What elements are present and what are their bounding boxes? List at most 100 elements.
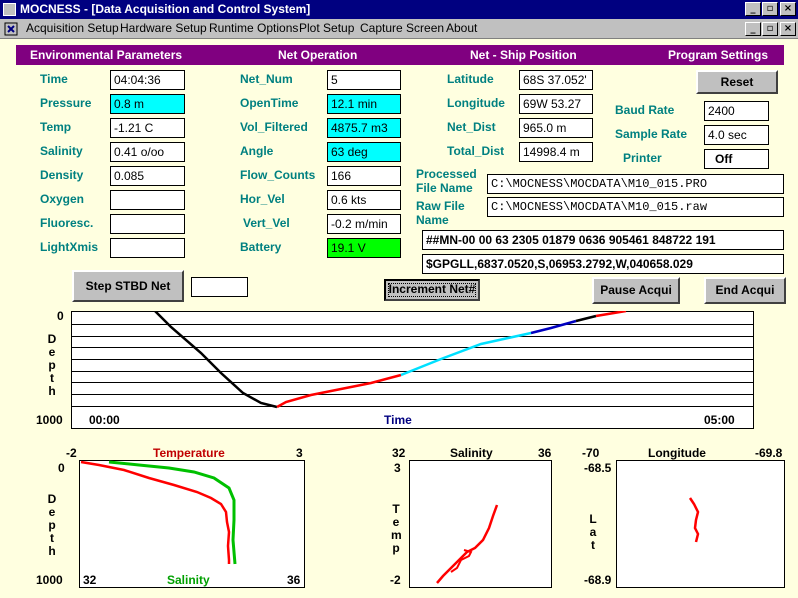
pause-acqui-button[interactable]: Pause Acqui xyxy=(592,277,680,304)
title-bar: MOCNESS - [Data Acquisition and Control … xyxy=(0,0,798,19)
depth-trace-net-black xyxy=(575,314,597,323)
sal-axis-label: Salinity xyxy=(167,573,210,587)
depth-time-gridlines xyxy=(71,324,754,407)
temp-plot-y-bottom: 1000 xyxy=(36,573,63,587)
vert-vel-field[interactable]: -0.2 m/min xyxy=(327,214,401,234)
child-minimize-icon[interactable]: _ xyxy=(745,22,761,36)
raw-data-line-gps: $GPGLL,6837.0520,S,06953.2792,W,040658.0… xyxy=(422,254,784,274)
vert-vel-label: Vert_Vel xyxy=(243,216,290,230)
raw-file-label-1: Raw File xyxy=(416,199,465,213)
salinity-field[interactable]: 0.41 o/oo xyxy=(110,142,185,162)
fluoresc-field[interactable] xyxy=(110,214,185,234)
pressure-field[interactable]: 0.8 m xyxy=(110,94,185,114)
depth-time-x-start: 00:00 xyxy=(89,413,120,427)
section-net-ship-position: Net - Ship Position xyxy=(470,48,577,62)
step-net-field[interactable] xyxy=(191,277,248,297)
menu-runtime-options[interactable]: Runtime Options xyxy=(209,21,299,35)
hor-vel-label: Hor_Vel xyxy=(240,192,285,206)
position-plot xyxy=(616,460,785,588)
menu-hardware-setup[interactable]: Hardware Setup xyxy=(120,21,207,35)
sal-axis-max: 36 xyxy=(287,573,301,587)
pos-plot-x-label: Longitude xyxy=(648,446,706,460)
ts-plot-y-bottom: -2 xyxy=(390,573,401,587)
child-close-icon[interactable]: × xyxy=(780,22,796,36)
sample-rate-label: Sample Rate xyxy=(615,127,688,141)
ts-plot-x-max: 36 xyxy=(538,446,552,460)
printer-field[interactable]: Off xyxy=(704,149,769,169)
temp-plot-x-label: Temperature xyxy=(153,446,225,460)
depth-trace-descent xyxy=(154,311,278,409)
time-field[interactable]: 04:04:36 xyxy=(110,70,185,90)
ts-trace xyxy=(436,504,499,584)
angle-label: Angle xyxy=(240,144,274,158)
ts-plot xyxy=(409,460,552,588)
pos-plot-y-top: -68.5 xyxy=(584,461,612,475)
net-num-field[interactable]: 5 xyxy=(327,70,401,90)
density-label: Density xyxy=(40,168,84,182)
pos-plot-x-max: -69.8 xyxy=(755,446,783,460)
longitude-label: Longitude xyxy=(447,96,505,110)
menu-capture-screen[interactable]: Capture Screen xyxy=(360,21,445,35)
app-icon xyxy=(3,3,16,16)
ts-plot-x-min: 32 xyxy=(392,446,406,460)
vol-filtered-label: Vol_Filtered xyxy=(240,120,308,134)
density-field[interactable]: 0.085 xyxy=(110,166,185,186)
sample-rate-field[interactable]: 4.0 sec xyxy=(704,125,769,145)
depth-time-x-end: 05:00 xyxy=(704,413,735,427)
temp-label: Temp xyxy=(40,120,72,134)
latitude-field[interactable]: 68S 37.052' xyxy=(519,70,593,90)
menu-about[interactable]: About xyxy=(446,21,478,35)
flow-counts-field[interactable]: 166 xyxy=(327,166,401,186)
net-dist-field[interactable]: 965.0 m xyxy=(519,118,593,138)
oxygen-label: Oxygen xyxy=(40,192,85,206)
minimize-icon[interactable]: _ xyxy=(745,2,761,16)
depth-trace-net-red xyxy=(276,373,402,409)
temp-field[interactable]: -1.21 C xyxy=(110,118,185,138)
vol-filtered-field[interactable]: 4875.7 m3 xyxy=(327,118,401,138)
lightxmis-field[interactable] xyxy=(110,238,185,258)
menu-acquisition-setup[interactable]: Acquisition Setup xyxy=(26,21,119,35)
angle-field[interactable]: 63 deg xyxy=(327,142,401,162)
opentime-field[interactable]: 12.1 min xyxy=(327,94,401,114)
depth-trace-net-blue xyxy=(530,319,577,335)
increment-net-button[interactable]: Increment Net# xyxy=(384,279,480,301)
processed-file-field[interactable]: C:\MOCNESS\MOCDATA\M10_015.PRO xyxy=(487,174,784,194)
latitude-label: Latitude xyxy=(447,72,494,86)
reset-button[interactable]: Reset xyxy=(696,70,778,94)
battery-label: Battery xyxy=(240,240,282,254)
ts-plot-y-top: 3 xyxy=(394,461,401,475)
menu-plot-setup[interactable]: Plot Setup xyxy=(299,21,355,35)
pos-plot-y-label: Lat xyxy=(589,512,597,552)
raw-file-field[interactable]: C:\MOCNESS\MOCDATA\M10_015.raw xyxy=(487,197,784,217)
step-stbd-net-button[interactable]: Step STBD Net xyxy=(72,270,184,302)
baud-rate-label: Baud Rate xyxy=(615,103,675,117)
salinity-profile-trace xyxy=(108,460,237,565)
pos-plot-y-bottom: -68.9 xyxy=(584,573,612,587)
document-icon[interactable] xyxy=(4,22,18,36)
battery-field[interactable]: 19.1 V xyxy=(327,238,401,258)
baud-rate-field[interactable]: 2400 xyxy=(704,101,769,121)
ts-trace-cluster xyxy=(450,549,473,573)
close-icon[interactable]: × xyxy=(780,2,796,16)
processed-file-label-1: Processed xyxy=(416,167,477,181)
temp-plot-y-top: 0 xyxy=(58,461,65,475)
longitude-field[interactable]: 69W 53.27 xyxy=(519,94,593,114)
sal-axis-min: 32 xyxy=(83,573,97,587)
total-dist-field[interactable]: 14998.4 m xyxy=(519,142,593,162)
ts-plot-x-label: Salinity xyxy=(450,446,493,460)
pos-plot-x-min: -70 xyxy=(582,446,600,460)
fluoresc-label: Fluoresc. xyxy=(40,216,94,230)
depth-time-y-label: Depth xyxy=(47,332,57,398)
hor-vel-field[interactable]: 0.6 kts xyxy=(327,190,401,210)
depth-time-y-bottom: 1000 xyxy=(36,413,63,427)
salinity-label: Salinity xyxy=(40,144,83,158)
lightxmis-label: LightXmis xyxy=(40,240,99,254)
end-acqui-button[interactable]: End Acqui xyxy=(704,277,786,304)
window-title: MOCNESS - [Data Acquisition and Control … xyxy=(20,2,311,16)
child-restore-icon[interactable]: ▫ xyxy=(762,22,778,36)
restore-icon[interactable]: ▫ xyxy=(762,2,778,16)
opentime-label: OpenTime xyxy=(240,96,299,110)
oxygen-field[interactable] xyxy=(110,190,185,210)
section-header-bar: Environmental Parameters Net Operation N… xyxy=(16,45,784,65)
temp-depth-plot: 32 Salinity 36 xyxy=(79,460,305,588)
